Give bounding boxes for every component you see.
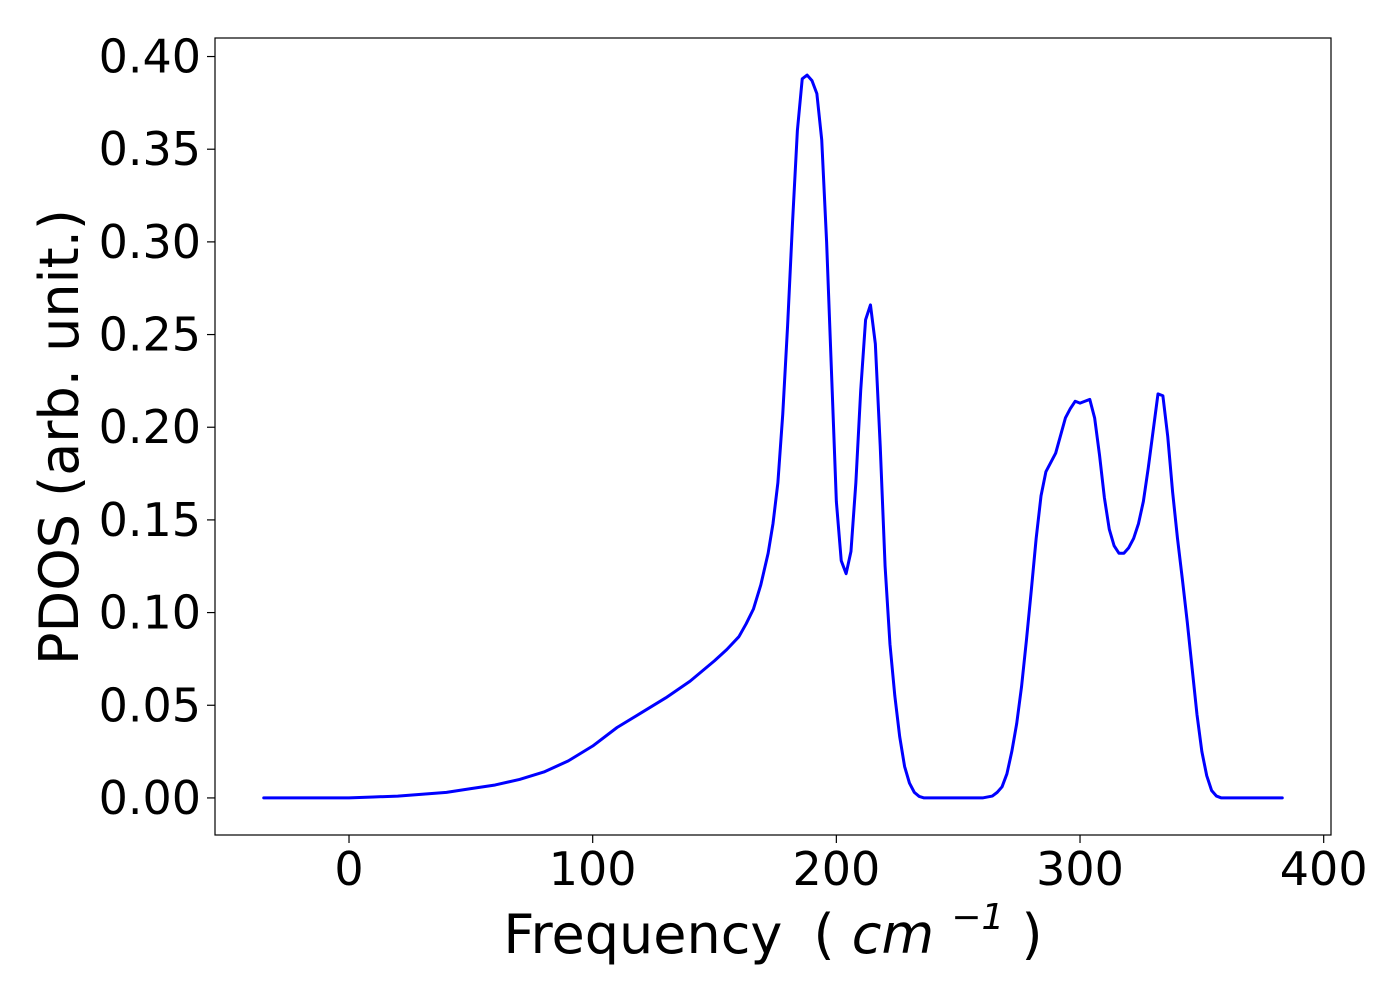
y-tick-label: 0.35 [99, 122, 201, 176]
y-axis-label: PDOS (arb. unit.) [28, 209, 91, 665]
y-tick-label: 0.05 [99, 678, 201, 732]
y-tick-label: 0.20 [99, 400, 201, 454]
plot-area [215, 38, 1331, 835]
x-axis-label-unit: cm [852, 903, 934, 966]
x-axis-label-close-paren: ) [1022, 903, 1043, 966]
x-axis-label-text: Frequency [503, 903, 782, 966]
y-axis: 0.00 0.05 0.10 0.15 0.20 0.25 0.30 0.35 0.40 [99, 30, 215, 825]
y-tick-label: 0.40 [99, 30, 201, 84]
y-tick-label: 0.00 [99, 771, 201, 825]
x-axis-label-open-paren: ( [814, 903, 835, 966]
y-tick-label: 0.10 [99, 586, 201, 640]
y-tick-label: 0.30 [99, 215, 201, 269]
x-axis-label: Frequency ( cm −1 ) [503, 879, 1042, 966]
y-tick-label: 0.25 [99, 308, 201, 362]
y-tick-label: 0.15 [99, 493, 201, 547]
x-tick-label: 400 [1280, 842, 1368, 896]
series-line [262, 73, 1284, 800]
x-axis-label-exponent: −1 [951, 897, 1004, 938]
x-tick-label: 0 [334, 842, 363, 896]
x-tick-label: 100 [549, 842, 637, 896]
x-tick-label: 200 [792, 842, 880, 896]
plot-frame [214, 37, 1332, 836]
x-axis: 0 100 200 300 400 [334, 835, 1368, 896]
x-tick-label: 300 [1036, 842, 1124, 896]
